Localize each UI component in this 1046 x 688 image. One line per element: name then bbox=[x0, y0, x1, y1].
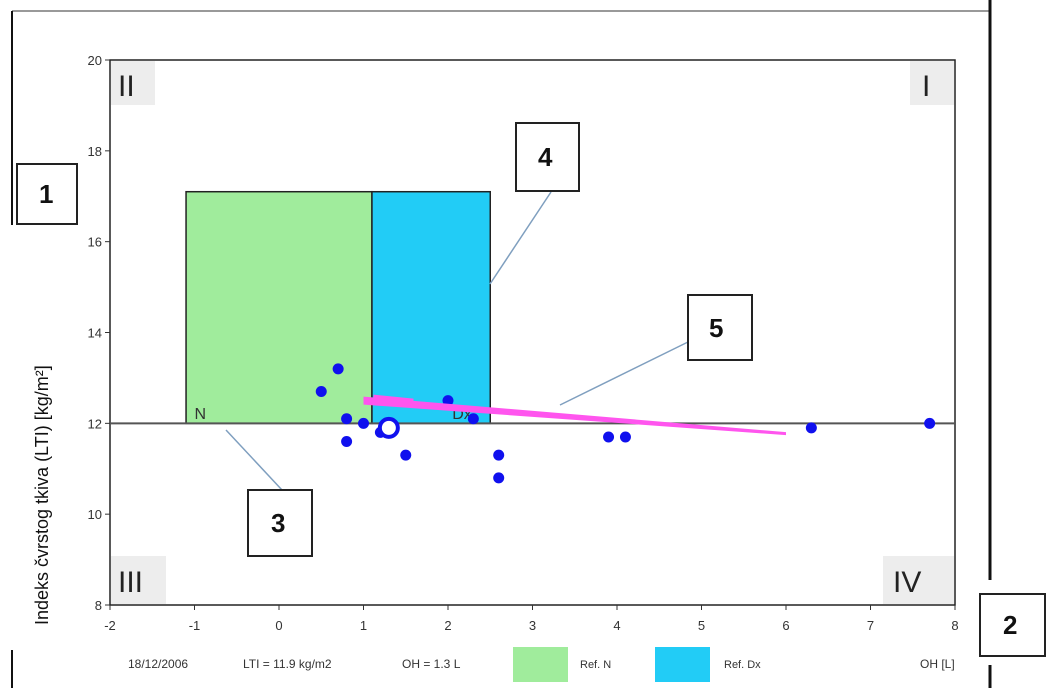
quadrant-label-1: I bbox=[922, 70, 930, 103]
legend-label-ref-n: Ref. N bbox=[580, 659, 611, 671]
x-tick-label: 1 bbox=[360, 618, 367, 633]
data-point bbox=[603, 431, 615, 443]
y-tick-label: 10 bbox=[88, 507, 102, 522]
data-point bbox=[341, 413, 353, 425]
legend-swatch-ref-dx bbox=[655, 647, 710, 682]
quadrant-box-3 bbox=[111, 556, 166, 604]
callout-label-3: 3 bbox=[271, 508, 285, 538]
data-point bbox=[400, 449, 412, 461]
data-point bbox=[358, 417, 369, 429]
x-axis-ticks: -2 -1 0 1 2 3 4 5 6 7 8 bbox=[104, 605, 959, 633]
data-point bbox=[493, 449, 505, 461]
normal-marker-label: N bbox=[195, 406, 207, 423]
y-tick-label: 18 bbox=[88, 144, 102, 159]
x-axis-label: OH [L] bbox=[920, 657, 955, 671]
data-point bbox=[332, 363, 344, 375]
x-tick-label: 6 bbox=[782, 618, 789, 633]
x-tick-label: 5 bbox=[698, 618, 705, 633]
y-tick-label: 16 bbox=[88, 235, 102, 250]
data-point bbox=[619, 431, 631, 443]
quadrant-label-2: II bbox=[118, 70, 135, 103]
legend-label-ref-dx: Ref. Dx bbox=[724, 659, 761, 671]
quadrant-box-4 bbox=[883, 556, 954, 604]
data-point bbox=[805, 422, 817, 434]
callout-box-1 bbox=[16, 163, 78, 225]
reference-regions bbox=[185, 190, 492, 425]
trend-line bbox=[363, 396, 786, 436]
data-point bbox=[467, 413, 479, 425]
trend-arrow bbox=[363, 394, 786, 436]
x-tick-label: 3 bbox=[529, 618, 536, 633]
callout-box-2 bbox=[979, 593, 1046, 657]
y-axis-ticks: 8 10 12 14 16 18 20 bbox=[88, 53, 110, 613]
data-point bbox=[442, 395, 454, 407]
x-tick-label: 2 bbox=[444, 618, 451, 633]
y-axis-label: Indeks čvrstog tkiva (LTI) [kg/m²] bbox=[32, 365, 52, 625]
quadrant-box-1 bbox=[910, 61, 954, 105]
y-tick-label: 14 bbox=[88, 326, 102, 341]
current-point bbox=[377, 416, 400, 439]
ref-region-n bbox=[185, 190, 373, 425]
outer-frame bbox=[11, 0, 992, 688]
callout-box-4 bbox=[515, 122, 580, 192]
callout-label-4: 4 bbox=[538, 142, 553, 172]
data-point bbox=[341, 436, 353, 447]
x-tick-label: -1 bbox=[189, 618, 201, 633]
quadrant-box-2 bbox=[111, 61, 155, 105]
data-point bbox=[493, 472, 505, 484]
callout-box-3 bbox=[247, 489, 313, 557]
y-tick-label: 20 bbox=[88, 53, 102, 68]
y-tick-label: 12 bbox=[88, 416, 102, 431]
footer-lti: LTI = 11.9 kg/m2 bbox=[243, 657, 332, 671]
callout-label-1: 1 bbox=[39, 179, 53, 209]
callout-label-2: 2 bbox=[1003, 610, 1017, 640]
callout-leaders bbox=[225, 191, 691, 491]
quadrant-label-3: III bbox=[118, 566, 143, 599]
y-tick-label: 8 bbox=[95, 598, 102, 613]
legend-swatch-ref-n bbox=[513, 647, 568, 682]
x-tick-label: 8 bbox=[951, 618, 958, 633]
x-tick-label: 0 bbox=[275, 618, 282, 633]
data-point bbox=[924, 417, 936, 429]
callout-box-5 bbox=[687, 294, 753, 361]
x-tick-label: 7 bbox=[867, 618, 874, 633]
trend-arrow-head bbox=[373, 394, 414, 407]
data-points bbox=[315, 363, 936, 484]
data-point bbox=[315, 386, 327, 398]
x-tick-label: 4 bbox=[613, 618, 620, 633]
callout-label-5: 5 bbox=[709, 313, 723, 343]
footer-date: 18/12/2006 bbox=[128, 657, 188, 671]
footer-oh: OH = 1.3 L bbox=[402, 657, 461, 671]
ref-region-dx bbox=[371, 190, 492, 425]
quadrant-label-4: IV bbox=[893, 566, 921, 599]
x-tick-label: -2 bbox=[104, 618, 116, 633]
